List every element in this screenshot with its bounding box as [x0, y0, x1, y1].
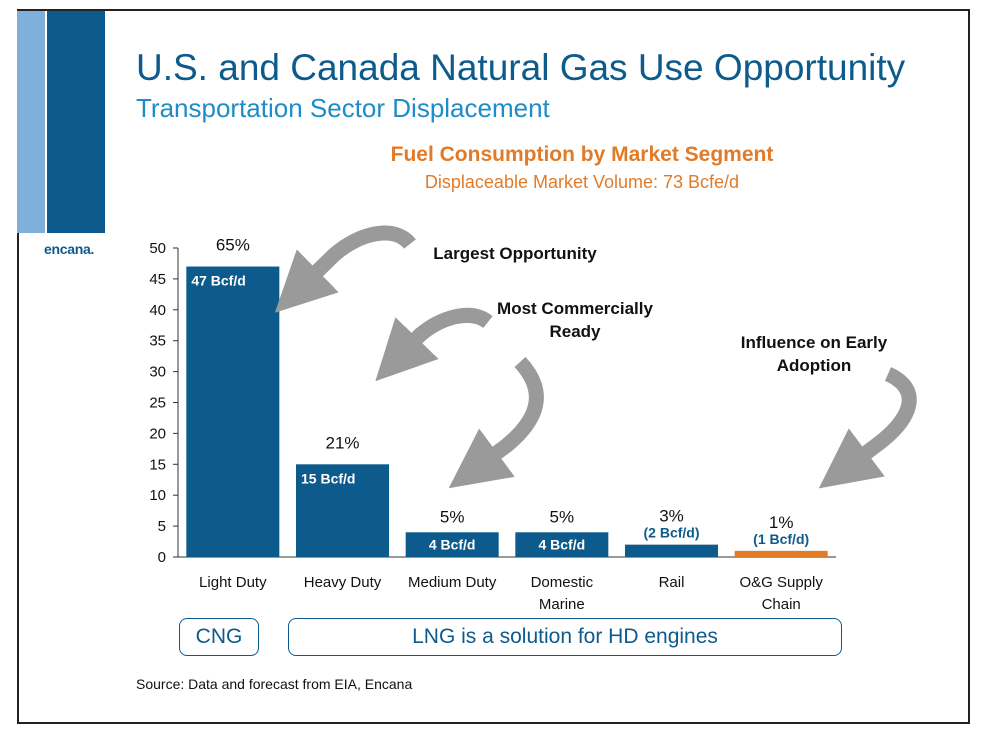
bar: [625, 544, 718, 557]
y-tick-label: 30: [149, 364, 166, 381]
bar-value-label: 15 Bcf/d: [301, 470, 355, 486]
x-tick-label: Heavy Duty: [304, 574, 382, 591]
decorative-band-light: [17, 11, 45, 233]
annotation-largest-opportunity: Largest Opportunity: [433, 244, 597, 263]
bar: [405, 532, 499, 557]
bar: [186, 266, 280, 557]
bar-percent-label: 21%: [325, 433, 359, 452]
encana-logo: encana.: [44, 241, 95, 257]
x-tick-label: Light Duty: [199, 574, 267, 591]
x-tick-label: Domestic: [531, 574, 594, 591]
lng-box: LNG is a solution for HD engines: [288, 618, 842, 656]
annotation-early-line1: Influence on Early: [740, 333, 888, 352]
bar-value-label: (2 Bcf/d): [644, 525, 700, 541]
decorative-band-dark: [47, 11, 105, 233]
chart-title: Fuel Consumption by Market Segment: [390, 143, 774, 166]
y-tick-label: 50: [149, 240, 166, 257]
y-tick-label: 10: [149, 487, 166, 504]
bar-percent-label: 5%: [440, 507, 465, 526]
arrow-medium-icon: [448, 356, 544, 489]
x-tick-label: O&G Supply: [739, 574, 823, 591]
y-tick-label: 35: [149, 333, 166, 350]
y-tick-label: 40: [149, 302, 166, 319]
cng-box: CNG: [179, 618, 259, 656]
slide-subtitle: Transportation Sector Displacement: [136, 93, 550, 123]
y-tick-label: 45: [149, 271, 166, 288]
slide-frame: [17, 9, 970, 724]
annotation-commercially-ready: Most Commercially Ready: [470, 297, 680, 343]
x-tick-label: Rail: [659, 574, 685, 591]
bar-value-label: (1 Bcf/d): [753, 531, 809, 547]
slide-title: U.S. and Canada Natural Gas Use Opportun…: [136, 47, 906, 88]
bar-percent-label: 5%: [550, 507, 575, 526]
y-axis: 0 5 10 15 20 25 30 35 40 45 50: [149, 240, 836, 566]
annotation-early-line2: Adoption: [776, 356, 852, 375]
bar-value-label: 4 Bcf/d: [538, 536, 585, 552]
chart-subtitle: Displaceable Market Volume: 73 Bcfe/d: [424, 172, 740, 192]
x-tick-label: Marine: [539, 596, 585, 613]
arrow-largest-icon: [274, 225, 416, 313]
y-tick-label: 20: [149, 425, 166, 442]
annotation-commercially-line1: Most Commercially: [497, 299, 653, 318]
bar-percent-label: 65%: [216, 236, 250, 255]
bar-percent-label: 3%: [659, 507, 684, 526]
annotation-early-adoption: Influence on Early Adoption: [714, 331, 914, 377]
bar: [734, 550, 828, 557]
annotation-commercially-line2: Ready: [549, 322, 601, 341]
y-tick-label: 5: [158, 518, 166, 535]
bar: [515, 532, 609, 557]
bar-value-label: 47 Bcf/d: [191, 273, 245, 289]
bar-percent-label: 1%: [769, 513, 794, 532]
y-tick-label: 25: [149, 395, 166, 412]
source-note: Source: Data and forecast from EIA, Enca…: [136, 676, 413, 692]
arrow-commercial-icon: [375, 307, 493, 382]
x-labels-group: Light Duty Heavy Duty Medium Duty Domestic M…: [199, 574, 823, 613]
bar: [296, 464, 389, 557]
x-tick-label: Chain: [762, 596, 801, 613]
bars-group: [186, 266, 828, 557]
bar-value-label: 4 Bcf/d: [429, 536, 476, 552]
arrows-group: [274, 225, 917, 489]
y-tick-label: 15: [149, 456, 166, 473]
y-tick-label: 0: [158, 549, 166, 566]
labels-group: 47 Bcf/d 65% 15 Bcf/d 21% 4 Bcf/d 5% 4 Bcf/d 5%…: [191, 236, 809, 553]
arrow-influence-icon: [818, 367, 917, 489]
x-tick-label: Medium Duty: [408, 574, 497, 591]
